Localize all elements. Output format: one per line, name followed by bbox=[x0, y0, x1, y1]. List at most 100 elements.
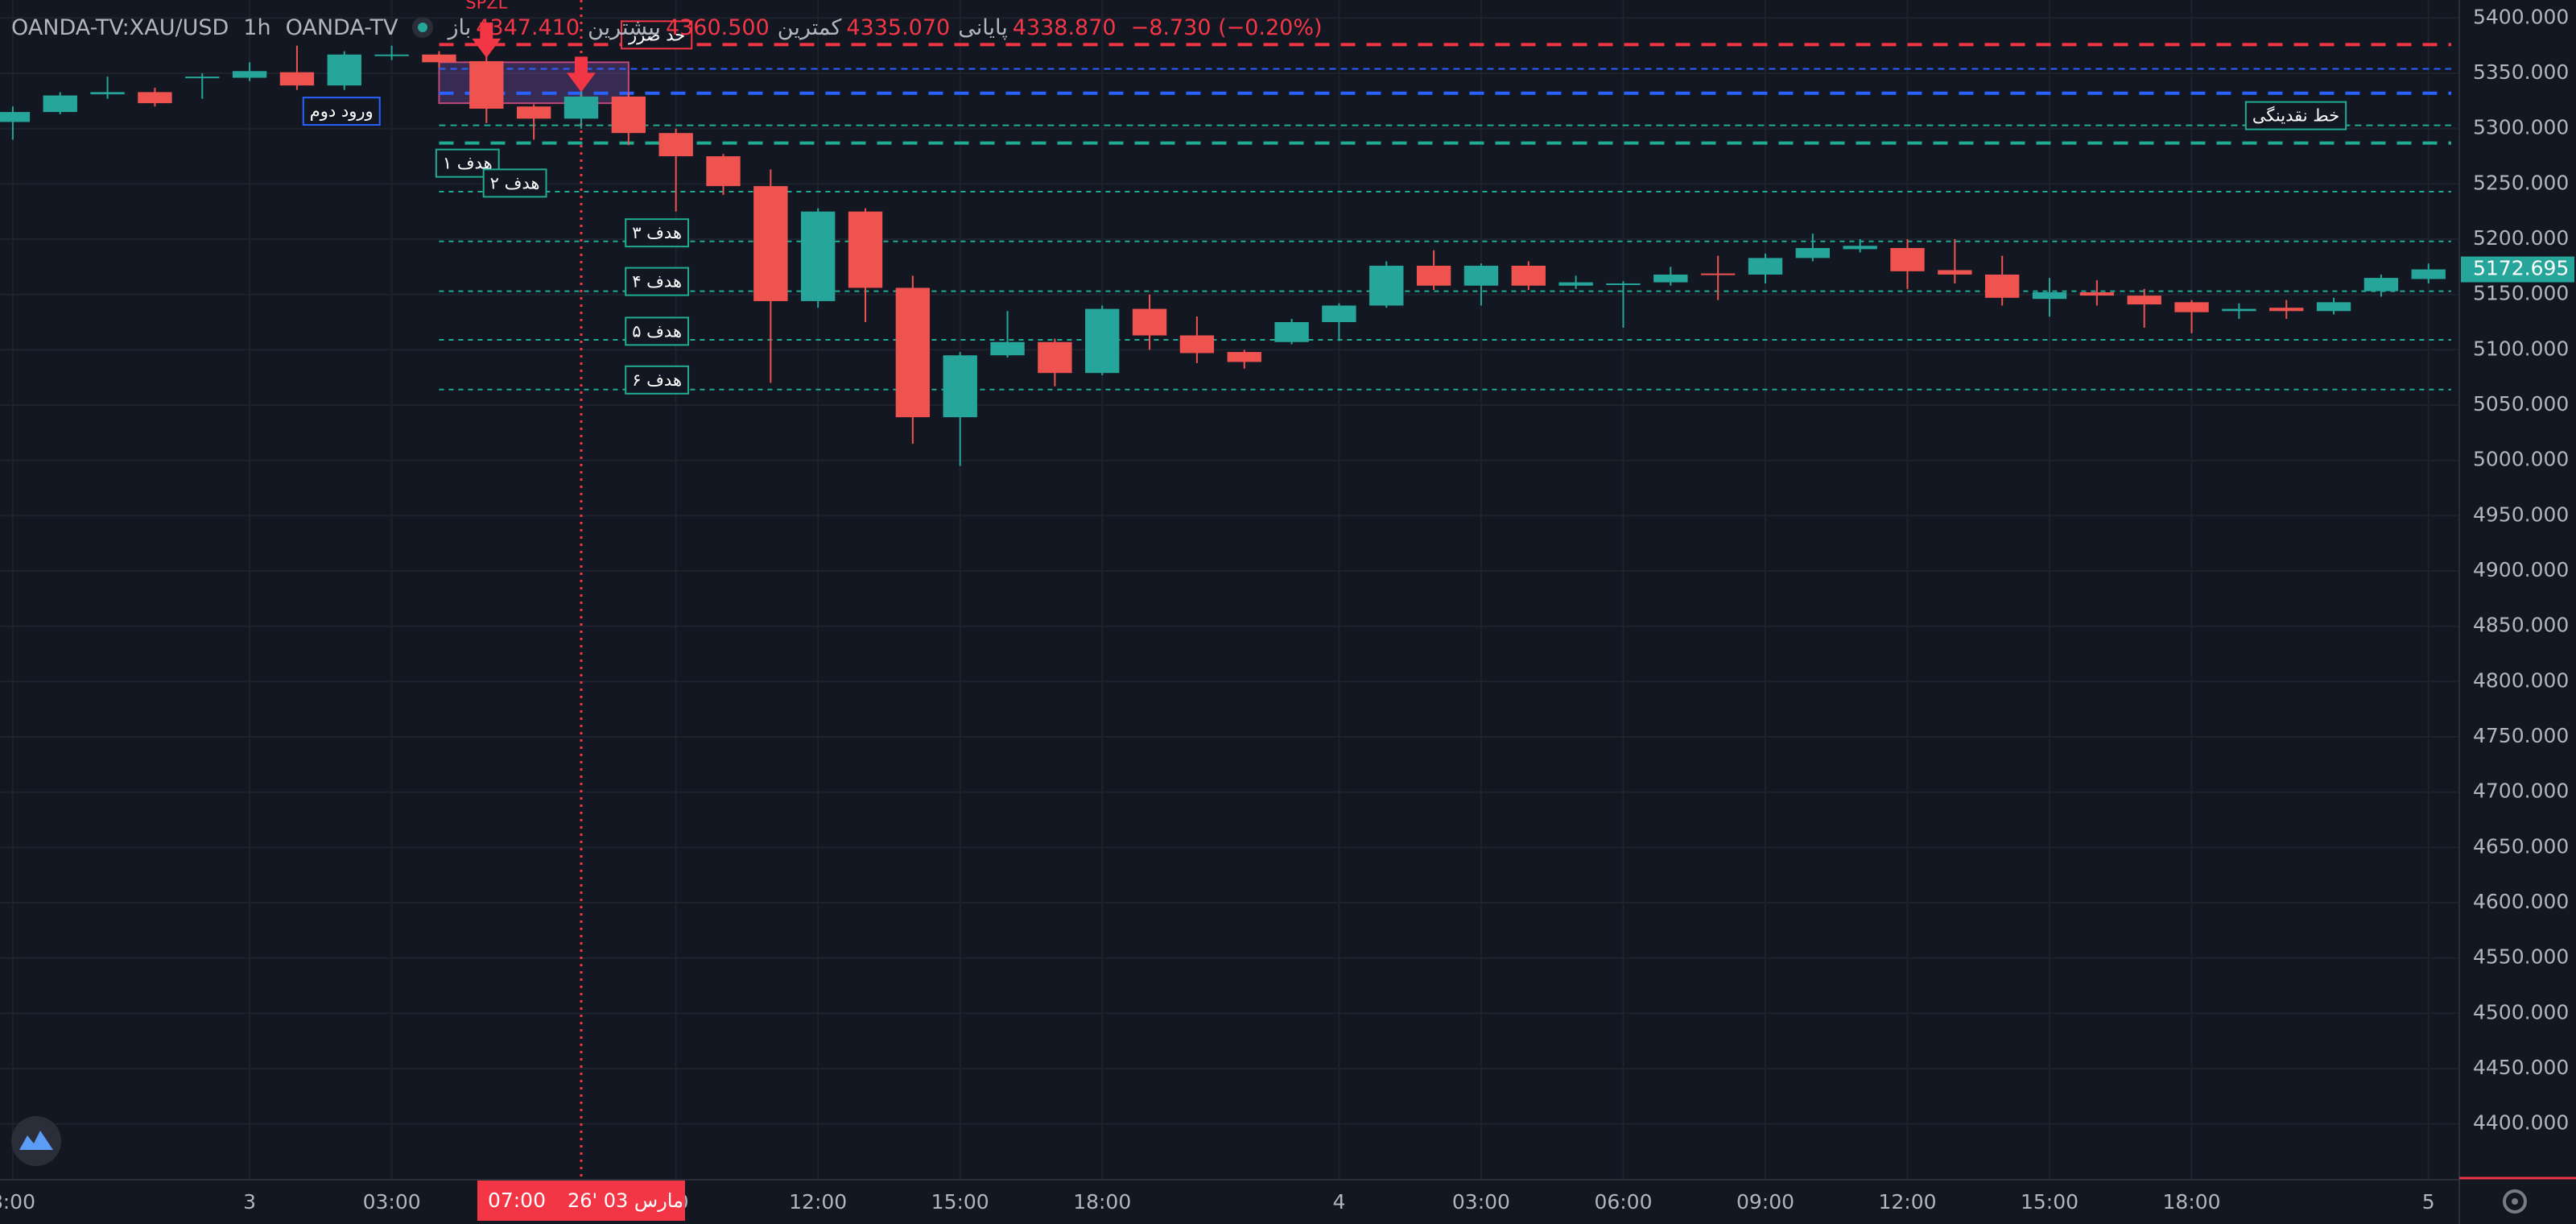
candle-body bbox=[706, 156, 741, 187]
y-tick-label: 4750.000 bbox=[2473, 724, 2569, 747]
candle-body bbox=[1322, 305, 1356, 323]
y-tick-label: 4800.000 bbox=[2473, 668, 2569, 692]
x-tick-label: 03:00 bbox=[1452, 1190, 1510, 1214]
y-tick-label: 4400.000 bbox=[2473, 1111, 2569, 1135]
y-tick-label: 5100.000 bbox=[2473, 337, 2569, 360]
y-tick-label: 4600.000 bbox=[2473, 890, 2569, 913]
candle-body bbox=[564, 96, 599, 119]
candle-body bbox=[1606, 283, 1641, 285]
candle-body bbox=[2222, 308, 2256, 312]
gear-center[interactable] bbox=[2512, 1198, 2518, 1205]
annotation-box bbox=[625, 316, 690, 346]
candle-body bbox=[800, 211, 836, 301]
annotation-box bbox=[625, 365, 690, 395]
candle-body bbox=[943, 355, 977, 418]
source: OANDA-TV bbox=[285, 14, 398, 40]
y-tick-label: 5000.000 bbox=[2473, 448, 2569, 471]
candle-body bbox=[516, 106, 551, 119]
candle-body bbox=[990, 341, 1025, 356]
legend-value: 4338.870 bbox=[1012, 14, 1117, 40]
y-tick-label: 5150.000 bbox=[2473, 282, 2569, 305]
candle-body bbox=[2174, 302, 2209, 312]
last-price-label: 5172.695 bbox=[2473, 257, 2569, 280]
x-tick-label: 18:00 bbox=[1073, 1190, 1131, 1214]
x-tick-label: 15:00 bbox=[2021, 1190, 2079, 1214]
y-tick-label: 5400.000 bbox=[2473, 5, 2569, 28]
y-tick-label: 4850.000 bbox=[2473, 614, 2569, 637]
candle-body bbox=[374, 54, 409, 56]
y-tick-label: 5200.000 bbox=[2473, 226, 2569, 250]
gear-icon[interactable] bbox=[2503, 1189, 2527, 1214]
x-tick-label: 09:00 bbox=[1736, 1190, 1794, 1214]
candle-body bbox=[848, 211, 883, 288]
crosshair-date: 26' مارس 03 bbox=[568, 1189, 683, 1212]
axes: 4400.000 4450.000 4500.000 4550.000 4600.000… bbox=[0, 5, 2574, 1221]
signal-arrow bbox=[472, 22, 502, 58]
annotation: خط نقدینگی bbox=[2252, 106, 2339, 126]
candle-body bbox=[1700, 273, 1736, 275]
legend-label: کمترین bbox=[777, 14, 842, 40]
symbol[interactable]: OANDA-TV:XAU/USD bbox=[11, 14, 229, 40]
candle-body bbox=[90, 92, 125, 95]
candle-body bbox=[1085, 308, 1120, 374]
annotation: هدف ۳ bbox=[632, 223, 682, 242]
x-tick-label: 06:00 bbox=[1594, 1190, 1652, 1214]
x-tick-label: 18:00 bbox=[2163, 1190, 2221, 1214]
candle-body bbox=[1843, 246, 1877, 250]
legend-item: کمترین 4335.070 bbox=[778, 15, 950, 40]
y-tick-label: 5300.000 bbox=[2473, 116, 2569, 139]
candle-body bbox=[2269, 308, 2304, 312]
legend-item: باز 4347.410 bbox=[448, 15, 580, 40]
change: −8.730 (−0.20%) bbox=[1130, 14, 1323, 40]
annotation-box bbox=[302, 97, 381, 126]
interval[interactable]: 1h bbox=[243, 14, 271, 40]
annotation-box bbox=[482, 168, 547, 198]
candle-body bbox=[1558, 282, 1593, 286]
candle-body bbox=[1985, 274, 2020, 298]
candle-body bbox=[1038, 341, 1072, 374]
y-tick-label: 5050.000 bbox=[2473, 392, 2569, 416]
x-tick-label: 3 bbox=[243, 1190, 256, 1214]
annotation: هدف ۴ bbox=[632, 272, 682, 292]
y-tick-label: 4550.000 bbox=[2473, 945, 2569, 969]
grid bbox=[0, 0, 2459, 1180]
annotation-box bbox=[620, 20, 693, 50]
y-tick-label: 4700.000 bbox=[2473, 779, 2569, 803]
candle-body bbox=[2363, 278, 2399, 292]
signal-arrow bbox=[566, 56, 596, 93]
crosshair-time: 07:00 bbox=[488, 1189, 546, 1212]
candle-body bbox=[279, 72, 315, 86]
candle-body bbox=[0, 112, 31, 122]
candle-body bbox=[1938, 270, 1972, 275]
settings-button[interactable] bbox=[2503, 1189, 2527, 1214]
x-tick-label: 03:00 bbox=[363, 1190, 421, 1214]
header: OANDA-TV:XAU/USD 1h OANDA-TV باز 4347.410… bbox=[11, 11, 1323, 43]
candle-body bbox=[895, 287, 931, 418]
x-tick-label: 12:00 bbox=[789, 1190, 847, 1214]
candle-body bbox=[1748, 258, 1783, 275]
candle-body bbox=[138, 92, 172, 104]
candle-body bbox=[611, 96, 646, 134]
legend-label: بیشترین bbox=[588, 14, 661, 40]
x-tick-label: 5 bbox=[2422, 1190, 2435, 1214]
annotation: SPZL bbox=[465, 0, 507, 13]
legend-item: پایانی 4338.870 bbox=[958, 15, 1116, 40]
candle-body bbox=[1795, 248, 1831, 258]
annotation: هدف ۵ bbox=[632, 321, 682, 341]
legend-value: 4335.070 bbox=[846, 14, 951, 40]
legend-item: بیشترین 4360.500 bbox=[588, 15, 770, 40]
candle-body bbox=[327, 54, 361, 86]
candle-body bbox=[1511, 265, 1546, 286]
y-tick-label: 4650.000 bbox=[2473, 834, 2569, 858]
candle-body bbox=[232, 71, 267, 78]
candle-body bbox=[2032, 292, 2067, 300]
candle-body bbox=[2127, 296, 2161, 305]
annotation-box bbox=[2244, 101, 2347, 130]
annotation: حد ضرر bbox=[628, 25, 685, 44]
x-tick-label: 4 bbox=[1332, 1190, 1345, 1214]
y-tick-label: 4500.000 bbox=[2473, 1000, 2569, 1023]
